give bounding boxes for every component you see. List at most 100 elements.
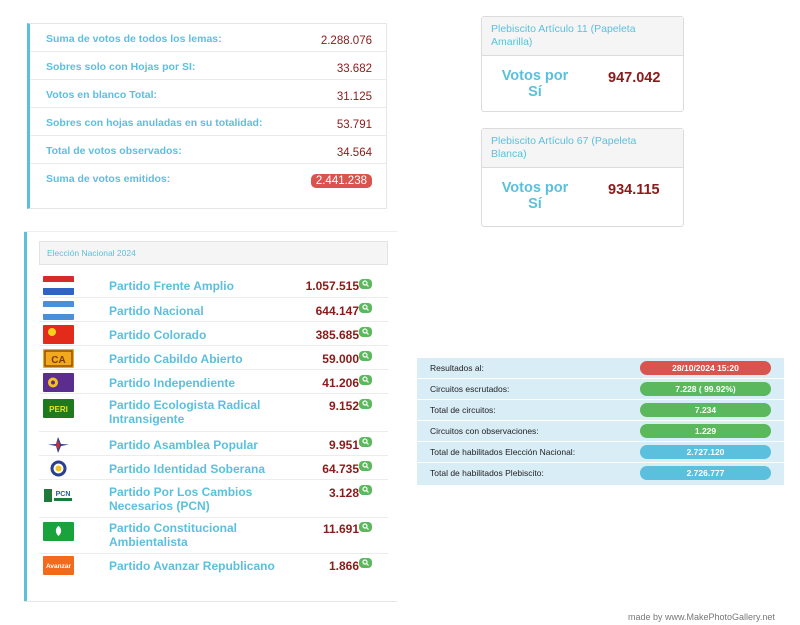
summary-row-emitted: Suma de votos emitidos: 2.441.238 [30, 164, 386, 192]
summary-row-observed: Total de votos observados: 34.564 [30, 136, 386, 164]
summary-value: 2.288.076 [320, 35, 372, 47]
results-label: Total de circuitos: [430, 405, 496, 415]
party-row[interactable]: Avanzar Partido Avanzar Republicano 1.86… [39, 554, 388, 578]
party-name[interactable]: Partido Ecologista Radical Intransigente [109, 398, 261, 426]
divider [24, 601, 397, 602]
results-label: Total de habilitados Plebiscito: [430, 468, 544, 478]
results-row-observed-circuits: Circuitos con observaciones: 1.229 [417, 421, 784, 442]
party-votes: 3.128 [328, 486, 359, 500]
summary-row-annulled: Sobres con hojas anuladas en su totalida… [30, 108, 386, 136]
results-badge: 1.229 [640, 424, 771, 438]
pcn-logo: PCN [43, 486, 74, 505]
party-name[interactable]: Partido Asamblea Popular [109, 438, 258, 452]
plebiscite-yes-label: Votos por Sí [501, 68, 569, 100]
plebiscite-yes-value: 934.115 [608, 182, 660, 198]
results-badge: 2.726.777 [640, 466, 771, 480]
party-row[interactable]: Partido Nacional 644.147 [39, 298, 388, 322]
plebiscite-card-title: Plebiscito Artículo 67 (Papeleta Blanca) [482, 129, 683, 168]
summary-label: Total de votos observados: [46, 145, 182, 157]
party-votes: 9.152 [328, 399, 359, 413]
party-votes: 1.866 [328, 559, 359, 573]
party-name[interactable]: Partido Constitucional Ambientalista [109, 521, 238, 549]
party-name[interactable]: Partido Avanzar Republicano [109, 559, 275, 573]
watermark: made by www.MakePhotoGallery.net [628, 612, 775, 622]
svg-text:Avanzar: Avanzar [46, 563, 72, 570]
summary-value: 33.682 [336, 63, 372, 75]
summary-row-blank-votes: Votos en blanco Total: 31.125 [30, 80, 386, 108]
party-name[interactable]: Partido Identidad Soberana [109, 462, 266, 476]
divider [24, 231, 397, 232]
party-votes: 644.147 [315, 304, 359, 318]
results-row-total-circuits: Total de circuitos: 7.234 [417, 400, 784, 421]
party-row[interactable]: Partido Colorado 385.685 [39, 322, 388, 346]
party-name[interactable]: Partido Frente Amplio [109, 279, 234, 293]
party-row[interactable]: Partido Identidad Soberana 64.735 [39, 456, 388, 480]
party-name[interactable]: Partido Por Los Cambios Necesarios (PCN) [109, 485, 253, 513]
results-row-enabled-plebiscite: Total de habilitados Plebiscito: 2.726.7… [417, 463, 784, 484]
summary-value: 53.791 [336, 119, 372, 131]
zoom-icon[interactable] [359, 437, 372, 447]
svg-text:PERI: PERI [49, 405, 68, 414]
independiente-logo [43, 373, 74, 392]
party-row[interactable]: CA Partido Cabildo Abierto 59.000 [39, 346, 388, 370]
vote-summary-panel: Suma de votos de todos los lemas: 2.288.… [27, 23, 387, 209]
party-votes: 9.951 [328, 438, 359, 452]
peri-logo: PERI [43, 399, 74, 418]
party-votes: 385.685 [315, 328, 359, 342]
cabildo-abierto-logo: CA [43, 349, 74, 368]
zoom-icon[interactable] [359, 399, 372, 409]
results-row-counted: Circuitos escrutados: 7.228 ( 99.92%) [417, 379, 784, 400]
party-row[interactable]: Partido Independiente 41.206 [39, 370, 388, 394]
plebiscite-yes-value: 947.042 [608, 70, 661, 86]
election-panel-title: Elección Nacional 2024 [39, 241, 388, 265]
party-votes: 64.735 [322, 462, 359, 476]
results-status-table: Resultados al: 28/10/2024 15:20 Circuito… [417, 358, 784, 485]
plebiscite-card-art11: Plebiscito Artículo 11 (Papeleta Amarill… [481, 16, 684, 112]
election-results-panel: Elección Nacional 2024 Partido Frente Am… [24, 232, 388, 602]
summary-label: Sobres con hojas anuladas en su totalida… [46, 117, 263, 129]
party-name[interactable]: Partido Cabildo Abierto [109, 352, 243, 366]
party-name[interactable]: Partido Colorado [109, 328, 207, 342]
zoom-icon[interactable] [359, 485, 372, 495]
party-row[interactable]: Partido Frente Amplio 1.057.515 [39, 274, 388, 298]
plebiscite-yes-label: Votos por Sí [501, 180, 569, 212]
results-badge: 7.228 ( 99.92%) [640, 382, 771, 396]
zoom-icon[interactable] [359, 303, 372, 313]
party-votes: 1.057.515 [305, 279, 359, 293]
results-badge: 7.234 [640, 403, 771, 417]
zoom-icon[interactable] [359, 461, 372, 471]
party-name[interactable]: Partido Independiente [109, 376, 236, 390]
summary-row-total-lemas: Suma de votos de todos los lemas: 2.288.… [30, 24, 386, 52]
party-votes: 41.206 [322, 376, 359, 390]
constitucional-ambientalista-logo [43, 522, 74, 541]
party-row[interactable]: Partido Constitucional Ambientalista 11.… [39, 518, 388, 554]
zoom-icon[interactable] [359, 351, 372, 361]
zoom-icon[interactable] [359, 558, 372, 568]
results-row-enabled-national: Total de habilitados Elección Nacional: … [417, 442, 784, 463]
summary-row-sobres-si: Sobres solo con Hojas por SI: 33.682 [30, 52, 386, 80]
party-row[interactable]: PCN Partido Por Los Cambios Necesarios (… [39, 480, 388, 518]
zoom-icon[interactable] [359, 327, 372, 337]
summary-value: 34.564 [336, 147, 372, 159]
results-badge: 28/10/2024 15:20 [640, 361, 771, 375]
svg-text:PCN: PCN [56, 491, 71, 498]
frente-amplio-flag [43, 276, 74, 295]
summary-value: 31.125 [336, 91, 372, 103]
zoom-icon[interactable] [359, 522, 372, 532]
party-name[interactable]: Partido Nacional [109, 304, 204, 318]
summary-label: Suma de votos emitidos: [46, 173, 171, 185]
summary-label: Sobres solo con Hojas por SI: [46, 61, 196, 73]
party-row[interactable]: PERI Partido Ecologista Radical Intransi… [39, 394, 388, 432]
results-label: Circuitos con observaciones: [430, 426, 539, 436]
results-label: Circuitos escrutados: [430, 384, 510, 394]
results-label: Resultados al: [430, 363, 484, 373]
party-votes: 11.691 [322, 522, 359, 536]
results-badge: 2.727.120 [640, 445, 771, 459]
zoom-icon[interactable] [359, 375, 372, 385]
identidad-soberana-logo [43, 459, 74, 478]
party-row[interactable]: Partido Asamblea Popular 9.951 [39, 432, 388, 456]
zoom-icon[interactable] [359, 279, 372, 289]
colorado-flag [43, 325, 74, 344]
summary-label: Suma de votos de todos los lemas: [46, 33, 222, 45]
avanzar-republicano-logo: Avanzar [43, 556, 74, 575]
